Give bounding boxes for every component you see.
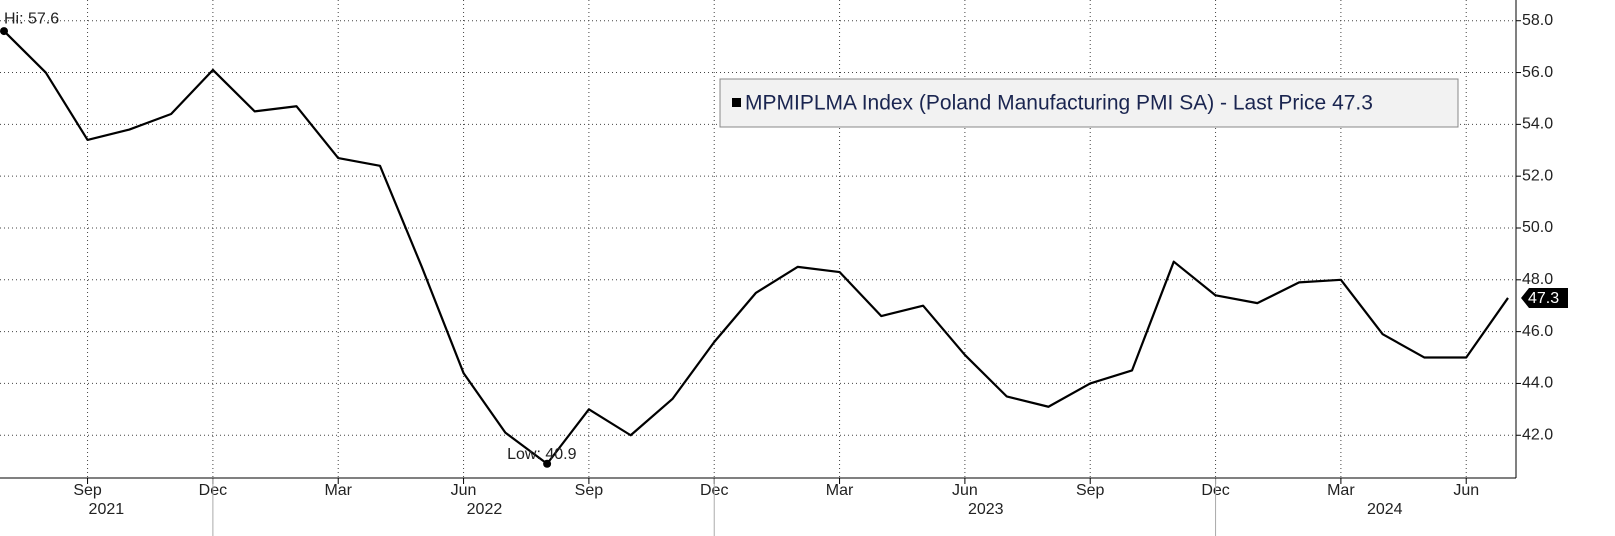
x-tick-label: Mar [324,482,352,499]
last-price-label: 47.3 [1528,290,1559,307]
y-tick-label: 54.0 [1522,116,1553,133]
year-label: 2023 [968,501,1004,518]
x-tick-label: Jun [451,482,477,499]
y-tick-label: 46.0 [1522,323,1553,340]
y-tick-label: 48.0 [1522,271,1553,288]
y-tick-label: 58.0 [1522,12,1553,29]
y-tick-label: 52.0 [1522,167,1553,184]
y-tick-label: 44.0 [1522,375,1553,392]
annotation-label: Hi: 57.6 [4,10,59,27]
x-tick-label: Sep [575,482,604,499]
annotation-dot [543,459,552,468]
year-label: 2024 [1367,501,1403,518]
x-tick-label: Jun [952,482,978,499]
year-label: 2021 [89,501,125,518]
legend-label: MPMIPLMA Index (Poland Manufacturing PMI… [745,92,1373,115]
y-tick-label: 56.0 [1522,64,1553,81]
legend-box [719,78,1459,128]
line [3,30,1509,465]
x-tick-label: Sep [73,482,102,499]
y-tick-label: 50.0 [1522,219,1553,236]
annotation-dot [0,27,8,36]
x-tick-label: Mar [1327,482,1355,499]
x-tick-label: Jun [1453,482,1479,499]
year-label: 2022 [467,501,503,518]
legend: MPMIPLMA Index (Poland Manufacturing PMI… [719,78,1459,128]
y-tick-label: 42.0 [1522,426,1553,443]
x-tick-label: Mar [826,482,854,499]
x-tick-label: Sep [1076,482,1105,499]
legend-swatch [732,98,741,107]
last-price-tag [1521,287,1568,308]
annotation-label: Low: 40.9 [507,446,576,463]
